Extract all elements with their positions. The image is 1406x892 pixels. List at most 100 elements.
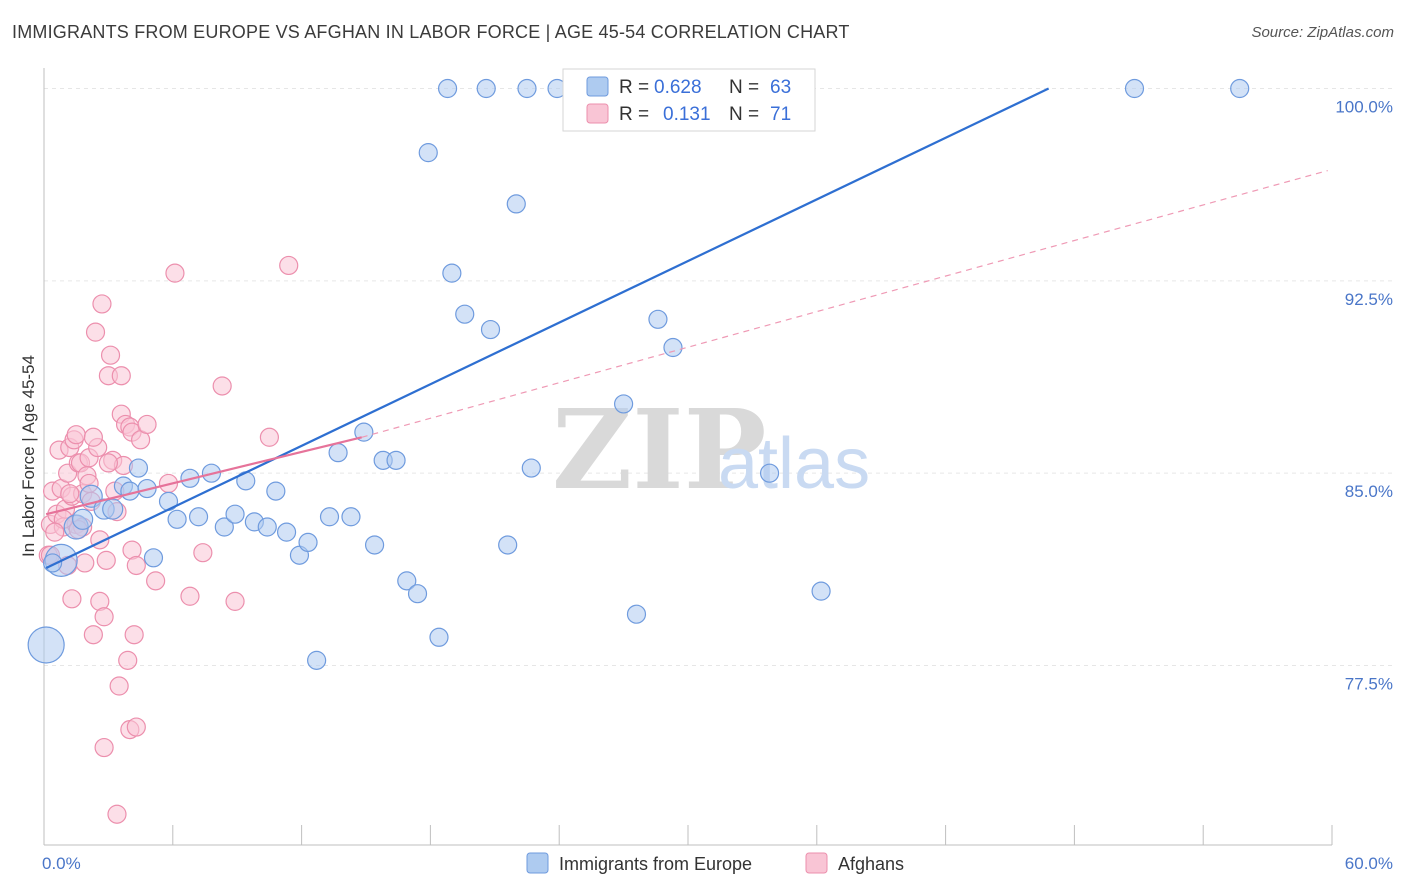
point-immigrants-from-europe-8 <box>128 458 149 478</box>
point-immigrants-from-europe-26 <box>319 507 340 527</box>
point-afghans-53 <box>146 571 166 591</box>
watermark-zip: ZIP <box>552 385 766 514</box>
y-tick-label-1: 92.5% <box>1345 290 1393 309</box>
point-immigrants-from-europe-25 <box>307 650 327 670</box>
x-tick-labels: 0.0% 60.0% <box>42 854 1393 873</box>
y-tick-label-3: 77.5% <box>1345 674 1393 693</box>
trend-lines <box>45 87 1328 570</box>
y-tick-label-2: 85.0% <box>1345 482 1393 501</box>
point-afghans-46 <box>126 555 146 576</box>
x-tick-label-max: 60.0% <box>1345 854 1393 873</box>
point-immigrants-from-europe-36 <box>429 627 449 647</box>
point-afghans-65 <box>45 522 65 542</box>
legend-n-label-afghans: N = <box>729 104 759 125</box>
point-afghans-41 <box>118 650 138 670</box>
gridlines <box>44 88 1392 666</box>
point-immigrants-from-europe-45 <box>517 78 537 99</box>
point-afghans-29 <box>94 607 114 627</box>
point-immigrants-from-europe-42 <box>498 535 518 555</box>
bottom-legend: Immigrants from Europe Afghans <box>526 852 904 874</box>
point-afghans-55 <box>165 263 185 283</box>
point-afghans-28 <box>92 294 112 314</box>
point-immigrants-from-europe-35 <box>418 143 438 163</box>
point-immigrants-from-europe-14 <box>188 507 209 527</box>
legend-swatch-afghans <box>586 103 609 124</box>
chart-source: Source: ZipAtlas.com <box>1251 24 1394 41</box>
point-immigrants-from-europe-16 <box>214 517 234 537</box>
point-immigrants-from-europe-28 <box>341 507 361 527</box>
point-immigrants-from-europe-29 <box>354 422 374 442</box>
trend-afghans <box>45 436 362 516</box>
point-afghans-36 <box>109 676 129 696</box>
point-immigrants-from-europe-52 <box>648 309 668 329</box>
x-tick-label-min: 0.0% <box>42 854 81 873</box>
point-afghans-37 <box>111 366 131 386</box>
point-immigrants-from-europe-57 <box>759 463 780 483</box>
bottom-legend-label-afghans: Afghans <box>838 854 904 874</box>
point-immigrants-from-europe-22 <box>276 522 297 542</box>
point-immigrants-from-europe-51 <box>626 604 647 624</box>
legend-r-label-afghans: R = <box>619 104 649 125</box>
legend-box: R = 0.628 N = 63 R = 0.131 N = 71 <box>562 68 816 132</box>
point-immigrants-from-europe-44 <box>521 458 541 478</box>
point-afghans-51 <box>126 717 146 737</box>
point-immigrants-from-europe-33 <box>397 571 417 591</box>
point-immigrants-from-europe-40 <box>476 78 496 99</box>
bottom-legend-swatch-europe <box>526 852 549 874</box>
x-ticks <box>43 825 1333 845</box>
trend-immigrants-from-europe <box>45 87 1050 570</box>
legend-r-value-europe: 0.628 <box>654 77 702 98</box>
point-immigrants-from-europe-3 <box>72 508 94 530</box>
legend-n-value-afghans: 71 <box>770 104 791 125</box>
point-afghans-45 <box>124 625 144 645</box>
point-immigrants-from-europe-10 <box>143 548 164 568</box>
point-immigrants-from-europe-0 <box>27 626 65 664</box>
point-immigrants-from-europe-43 <box>506 194 526 214</box>
point-immigrants-from-europe-21 <box>266 481 286 501</box>
point-afghans-66 <box>60 484 80 504</box>
point-immigrants-from-europe-38 <box>442 263 462 283</box>
point-immigrants-from-europe-20 <box>257 517 277 537</box>
point-afghans-59 <box>225 591 245 611</box>
point-immigrants-from-europe-60 <box>1230 78 1250 99</box>
point-afghans-52 <box>137 414 157 435</box>
bottom-legend-label-europe: Immigrants from Europe <box>559 854 752 874</box>
trend-ext-afghans <box>361 169 1328 438</box>
point-immigrants-from-europe-49 <box>613 394 634 414</box>
point-immigrants-from-europe-34 <box>407 584 428 604</box>
legend-n-value-europe: 63 <box>770 77 791 98</box>
legend-r-label-europe: R = <box>619 77 649 98</box>
point-immigrants-from-europe-27 <box>328 443 348 463</box>
point-immigrants-from-europe-30 <box>364 535 385 555</box>
y-axis-title: In Labor Force | Age 45-54 <box>19 355 38 557</box>
point-afghans-57 <box>193 543 213 563</box>
watermark-atlas: atlas <box>718 424 870 504</box>
point-afghans-32 <box>100 345 121 365</box>
legend-r-value-afghans: 0.131 <box>663 104 711 125</box>
point-afghans-23 <box>83 625 103 645</box>
point-afghans-30 <box>96 550 116 570</box>
point-afghans-58 <box>212 376 232 396</box>
point-afghans-19 <box>75 553 95 573</box>
legend-swatch-europe <box>586 76 609 97</box>
point-afghans-24 <box>85 322 106 342</box>
point-immigrants-from-europe-58 <box>811 581 831 601</box>
point-afghans-12 <box>62 589 82 609</box>
point-immigrants-from-europe-24 <box>298 532 318 553</box>
bottom-legend-swatch-afghans <box>805 852 828 874</box>
point-immigrants-from-europe-37 <box>437 78 458 99</box>
watermark: ZIP atlas <box>552 385 870 514</box>
point-immigrants-from-europe-12 <box>167 509 187 529</box>
point-immigrants-from-europe-39 <box>455 304 475 324</box>
point-immigrants-from-europe-41 <box>480 319 501 340</box>
point-immigrants-from-europe-32 <box>386 450 406 470</box>
point-afghans-60 <box>259 427 279 447</box>
point-immigrants-from-europe-59 <box>1124 78 1145 99</box>
point-immigrants-from-europe-7 <box>120 481 140 501</box>
point-afghans-68 <box>98 453 119 473</box>
point-immigrants-from-europe-17 <box>225 504 245 524</box>
point-afghans-61 <box>279 255 299 276</box>
point-afghans-48 <box>94 737 114 758</box>
y-tick-label-0: 100.0% <box>1335 98 1393 117</box>
